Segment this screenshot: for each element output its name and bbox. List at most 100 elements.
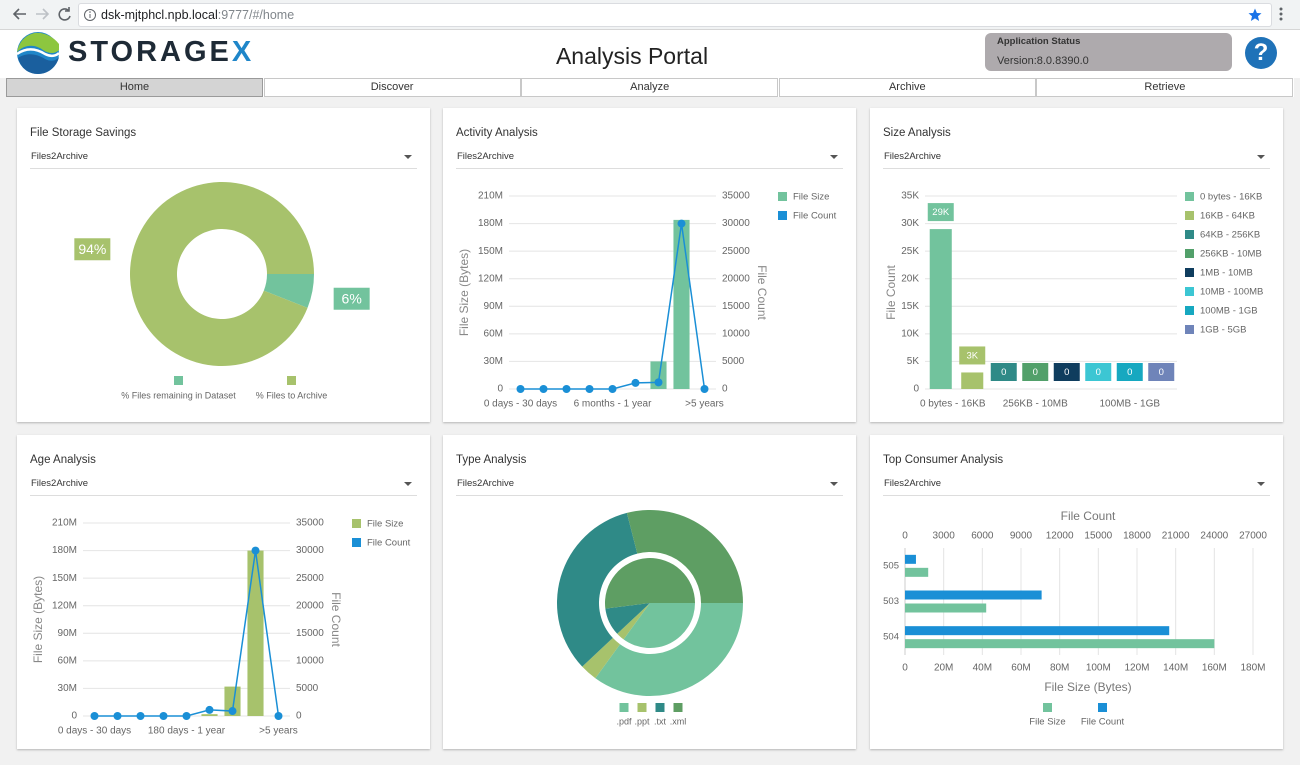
line-point (205, 705, 214, 714)
dataset-dropdown[interactable]: Files2Archive (30, 150, 417, 169)
dropdown-caret (830, 482, 838, 486)
x2-tick-label: 9000 (1010, 531, 1033, 542)
value-label: 0 (1159, 367, 1164, 378)
address-bar[interactable]: dsk-mjtphcl.npb.local:9777/#/home (78, 3, 1272, 27)
ring-slice (557, 512, 638, 667)
legend-swatch (655, 703, 665, 712)
dataset-dropdown[interactable]: Files2Archive (456, 150, 843, 169)
dataset-dropdown[interactable]: Files2Archive (883, 477, 1270, 496)
line-point (113, 712, 122, 720)
legend-swatch (352, 538, 361, 547)
x-tick-label: 6 months - 1 year (574, 399, 652, 410)
nav-tab[interactable]: Analyze (521, 78, 779, 97)
y-tick-label: 10K (901, 328, 919, 339)
nav-tab[interactable]: Discover (263, 78, 521, 97)
dropdown-caret (830, 155, 838, 159)
x2-tick-label: 21000 (1162, 531, 1190, 542)
legend-label: 256KB - 10MB (1200, 249, 1262, 260)
nav-tab[interactable]: Home (6, 78, 263, 97)
chart-panel: .pdf .ppt .txt .xml Type Analysis Files2Archi… (443, 435, 856, 749)
y-tick-label: 210M (52, 518, 77, 529)
y2-tick-label: 35000 (722, 191, 750, 202)
x-tick-label: 256KB - 10MB (1003, 399, 1068, 410)
y2-tick-label: 20000 (722, 273, 750, 284)
chart: 6% 94% % Files remaining in Dataset % Files… (74, 182, 370, 400)
dataset-dropdown[interactable]: Files2Archive (883, 150, 1270, 169)
ring-divider (600, 553, 700, 653)
bar (673, 219, 690, 389)
y2-tick-label: 35000 (296, 518, 324, 529)
legend-label: .txt (654, 716, 667, 726)
dropdown-caret (404, 482, 412, 486)
ring-slice (623, 603, 695, 649)
line-point (251, 546, 260, 555)
legend-label: .pdf (616, 716, 632, 726)
x-tick-label: >5 years (259, 726, 298, 737)
y-tick-label: 20K (901, 273, 919, 284)
x-tick-label: 100MB - 1GB (1099, 399, 1160, 410)
reload-button[interactable] (58, 7, 71, 21)
x-axis-title: File Size (Bytes) (1044, 680, 1131, 694)
chart-title: Age Analysis (30, 454, 96, 466)
dropdown-caret (1257, 482, 1265, 486)
logo-text: STORAGEX (68, 36, 254, 69)
legend-label: 1MB - 10MB (1200, 268, 1253, 279)
chart-panel: 6% 94% % Files remaining in Dataset % Files… (17, 108, 430, 422)
y-tick-label: 60M (484, 328, 503, 339)
y-axis-title: File Size (Bytes) (457, 249, 471, 336)
x-tick-label: 180 days - 1 year (148, 726, 226, 737)
x-tick-label: 20M (934, 663, 953, 674)
line-point (136, 712, 145, 720)
chart: 0 5K 10K 15K 20K 25K 30K 35K 29K 0 bytes - 16KB 0 … (884, 191, 1263, 410)
line-point (90, 712, 99, 720)
bar (961, 372, 984, 389)
legend-label: 1GB - 5GB (1200, 325, 1246, 336)
x2-tick-label: 15000 (1084, 531, 1112, 542)
y2-tick-label: 5000 (296, 683, 319, 694)
line-point (159, 712, 168, 720)
bar (905, 639, 1215, 649)
y-tick-label: 90M (58, 628, 77, 639)
value-label: 0 (1096, 367, 1101, 378)
y2-tick-label: 10000 (296, 655, 324, 666)
nav-tab[interactable]: Retrieve (1036, 78, 1294, 97)
y-tick-label: 180M (478, 218, 503, 229)
nav-tab[interactable]: Archive (778, 78, 1036, 97)
x-tick-label: 120M (1124, 663, 1149, 674)
line-point (562, 385, 571, 393)
legend-label: % Files to Archive (256, 390, 328, 400)
y2-tick-label: 0 (722, 384, 728, 395)
back-button[interactable] (12, 8, 26, 20)
logo-icon (16, 32, 60, 74)
value-label: 0 (1064, 367, 1069, 378)
bar (201, 714, 218, 716)
dropdown-caret (1257, 155, 1265, 159)
category-label: 504 (883, 632, 899, 643)
help-button[interactable]: ? (1245, 37, 1277, 69)
bookmark-star[interactable] (1248, 8, 1262, 22)
url-path: :9777/#/home (217, 8, 295, 22)
bar (905, 554, 916, 564)
y2-axis-title: File Count (755, 265, 769, 320)
y2-tick-label: 15000 (296, 628, 324, 639)
y-tick-label: 120M (52, 600, 77, 611)
y-tick-label: 150M (478, 246, 503, 257)
menu-button[interactable] (1276, 0, 1286, 29)
app-header: STORAGEX Analysis Portal Application Sta… (0, 30, 1300, 78)
chart: 0 20M 40M 60M 80M 100M 120M 140M 160M 180M 0 3000 60… (883, 509, 1267, 727)
dataset-dropdown[interactable]: Files2Archive (30, 477, 417, 496)
y2-tick-label: 15000 (722, 301, 750, 312)
x-tick-label: 180M (1240, 663, 1265, 674)
url: dsk-mjtphcl.npb.local:9777/#/home (101, 8, 294, 22)
ring-slice (595, 603, 743, 696)
dataset-dropdown[interactable]: Files2Archive (456, 477, 843, 496)
chart-panel: 0 20M 40M 60M 80M 100M 120M 140M 160M 180M 0 3000 60… (870, 435, 1283, 749)
value-label: 3K (966, 350, 978, 361)
value-label-box (1053, 363, 1080, 381)
forward-button[interactable] (36, 8, 50, 20)
y2-tick-label: 5000 (722, 356, 745, 367)
x-tick-label: 0 days - 30 days (484, 399, 557, 410)
y-axis-title: File Count (884, 264, 898, 319)
x-tick-label: 100M (1086, 663, 1111, 674)
